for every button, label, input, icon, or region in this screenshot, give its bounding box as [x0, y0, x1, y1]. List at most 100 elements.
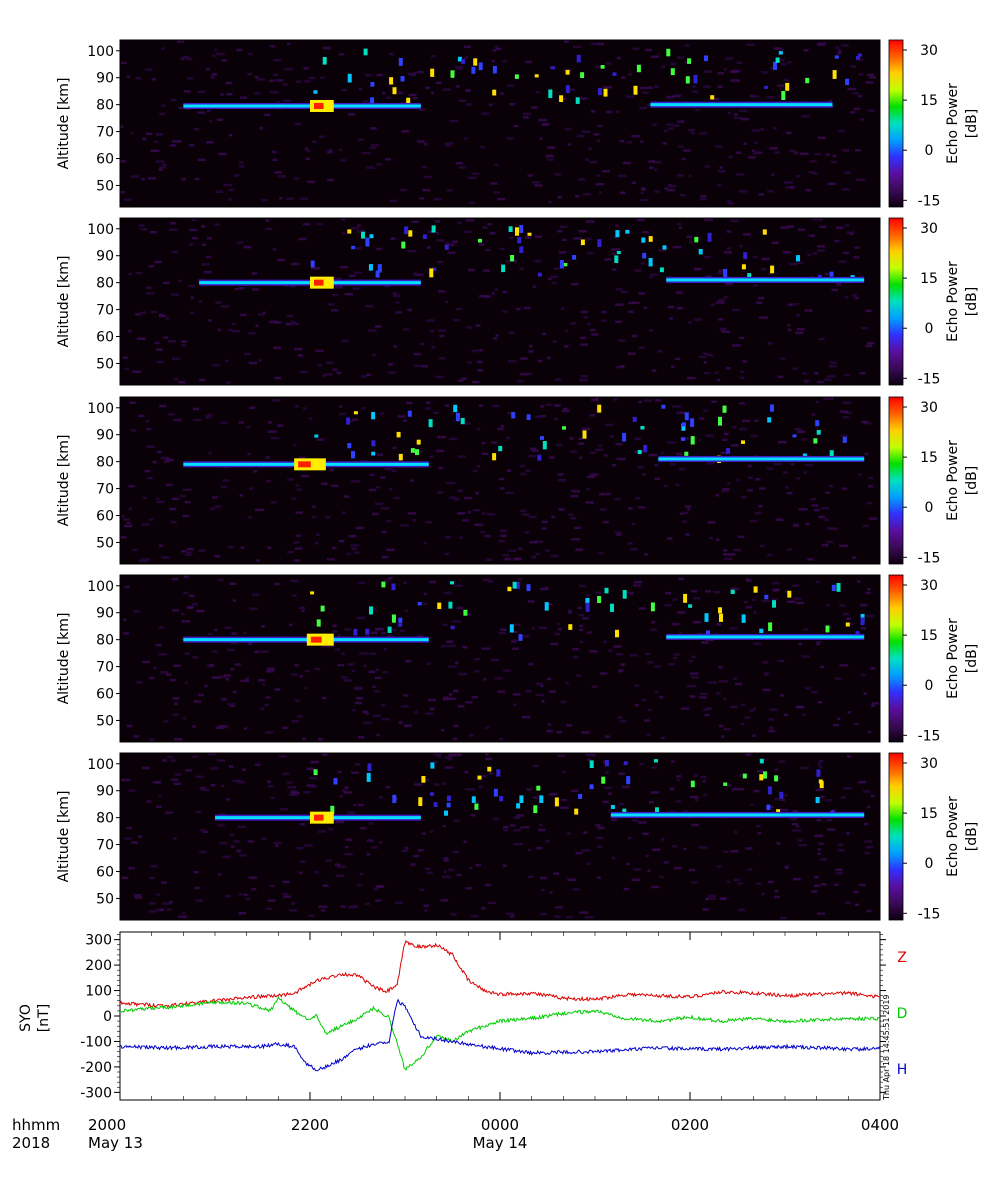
y-tick-label: 60 — [96, 865, 114, 881]
layer-peak — [314, 102, 324, 109]
y-tick-label: 80 — [96, 276, 114, 292]
y-tick-label: 60 — [96, 687, 114, 703]
colorbar-unit: [dB] — [964, 822, 980, 851]
plot-timestamp: Thu Apr 18 14:45:51 2019 — [882, 994, 891, 1101]
colorbar-tick-label: 0 — [925, 143, 934, 159]
y-tick-label: 50 — [96, 535, 114, 551]
y-tick-label: 50 — [96, 891, 114, 907]
echo-layer-segment — [183, 458, 429, 471]
colorbar-label: Echo Power — [945, 618, 961, 699]
colorbar-tick-label: 15 — [920, 93, 938, 109]
mag-frame — [119, 931, 881, 1101]
y-tick-label: 80 — [96, 811, 114, 827]
colorbar — [888, 752, 904, 921]
colorbar — [888, 396, 904, 565]
y-tick-label: 80 — [96, 633, 114, 649]
echo-layer-segment — [610, 811, 865, 818]
panel-background — [120, 753, 880, 920]
panel-background — [120, 575, 880, 742]
y-tick-label: 100 — [87, 222, 114, 238]
y-tick-label: 70 — [96, 838, 114, 854]
series-label-D: D — [897, 1006, 908, 1022]
layer-core — [610, 813, 865, 817]
y-tick-label: 50 — [96, 713, 114, 729]
layer-core — [183, 104, 421, 108]
y-tick-label: 70 — [96, 482, 114, 498]
colorbar-tick-label: -15 — [918, 728, 941, 744]
y-tick-label: 100 — [87, 401, 114, 417]
magnetometer-panel: 300 200 100 0 -100 -200 -300 SYO [nT] Z D H — [18, 931, 908, 1101]
sporadic-echoes — [313, 48, 862, 106]
colorbar-tick-label: -15 — [918, 906, 941, 922]
y-tick-label: 50 — [96, 178, 114, 194]
layer-peak — [314, 279, 324, 286]
layer-core — [658, 457, 865, 461]
y-tick-label: 70 — [96, 660, 114, 676]
y-tick-label: 300 — [85, 933, 112, 949]
colorbar-unit: [dB] — [964, 287, 980, 316]
y-tick-label: 100 — [87, 757, 114, 773]
x-tick-label: 0000 — [481, 1116, 519, 1134]
colorbar-tick-label: 30 — [920, 43, 938, 59]
echo-panel-4: 50 60 70 80 90 100 Altitude [km] 30 15 0 -15 Echo P… — [56, 574, 980, 744]
colorbar-tick-label: 15 — [920, 628, 938, 644]
colorbar-tick-label: -15 — [918, 193, 941, 209]
colorbar-tick-label: 0 — [925, 678, 934, 694]
y-tick-label: 80 — [96, 455, 114, 471]
layer-core — [666, 635, 865, 639]
colorbar-unit: [dB] — [964, 644, 980, 673]
y-tick-label: 100 — [87, 579, 114, 595]
series-line-H — [119, 998, 881, 1072]
y-tick-label: 90 — [96, 784, 114, 800]
colorbar-tick-label: -15 — [918, 550, 941, 566]
y-axis-label: Altitude [km] — [56, 78, 72, 170]
y-tick-label: 90 — [96, 249, 114, 265]
echo-panel-1: 50 60 70 80 90 100 Altitude [km] 30 15 0 -15 Echo P… — [56, 39, 980, 209]
sporadic-echoes — [310, 581, 865, 641]
echo-layer-segment — [650, 101, 833, 108]
y-axis-label: Altitude [km] — [56, 256, 72, 348]
x-row-label: 2018 — [12, 1134, 50, 1152]
x-tick-label: 0200 — [671, 1116, 709, 1134]
series-label-Z: Z — [897, 950, 907, 966]
colorbar-tick-label: 15 — [920, 271, 938, 287]
x-row-label: hhmm — [12, 1116, 60, 1134]
colorbar-label: Echo Power — [945, 83, 961, 164]
colorbar-label: Echo Power — [945, 796, 961, 877]
y-tick-label: 70 — [96, 125, 114, 141]
y-axis-label: Altitude [km] — [56, 435, 72, 527]
sporadic-echoes — [314, 404, 847, 463]
colorbar-tick-label: 30 — [920, 578, 938, 594]
colorbar-label: Echo Power — [945, 440, 961, 521]
x-tick-label: 2200 — [291, 1116, 329, 1134]
colorbar-tick-label: 30 — [920, 400, 938, 416]
x-date-label: May 13 — [88, 1134, 143, 1152]
layer-core — [666, 278, 865, 282]
panel-background — [120, 40, 880, 207]
layer-peak — [314, 814, 324, 821]
y-tick-label: 50 — [96, 356, 114, 372]
y-tick-label: 60 — [96, 152, 114, 168]
panel-frame — [119, 396, 881, 565]
colorbar-tick-label: -15 — [918, 371, 941, 387]
echo-power-panels: 50 60 70 80 90 100 Altitude [km] 30 15 0 -15 Echo P… — [56, 39, 980, 922]
panel-background — [120, 218, 880, 385]
y-tick-label: 60 — [96, 509, 114, 525]
echo-layer-segment — [215, 811, 421, 824]
y-axis-label: Altitude [km] — [56, 613, 72, 705]
echo-panel-2: 50 60 70 80 90 100 Altitude [km] 30 15 0 -15 Echo P… — [56, 217, 980, 387]
echo-panel-5: 50 60 70 80 90 100 Altitude [km] 30 15 0 -15 Echo P… — [56, 752, 980, 922]
y-tick-label: -100 — [80, 1034, 112, 1050]
y-axis-unit: [nT] — [36, 1004, 52, 1032]
echo-layer-segment — [666, 276, 865, 283]
colorbar-tick-label: 30 — [920, 221, 938, 237]
panel-frame — [119, 752, 881, 921]
colorbar-unit: [dB] — [964, 109, 980, 138]
y-tick-label: 90 — [96, 606, 114, 622]
echo-panel-3: 50 60 70 80 90 100 Altitude [km] 30 15 0 -15 Echo P… — [56, 396, 980, 566]
layer-peak — [298, 461, 311, 468]
colorbar — [888, 574, 904, 743]
y-tick-label: 60 — [96, 330, 114, 346]
